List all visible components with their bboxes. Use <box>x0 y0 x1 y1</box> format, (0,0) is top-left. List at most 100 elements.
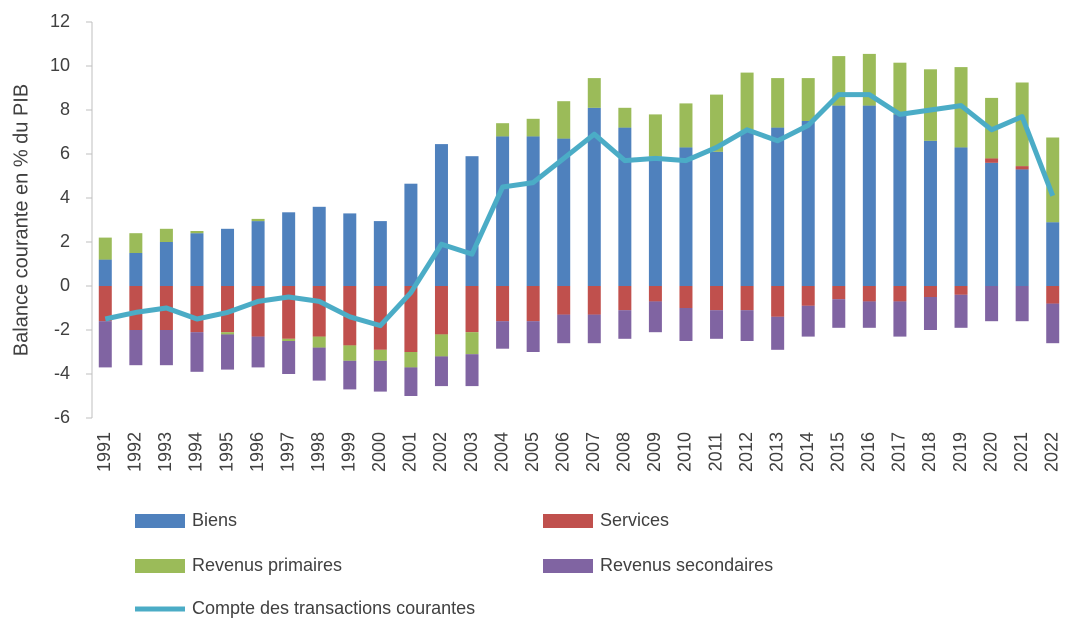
bar-segment <box>832 105 846 286</box>
bar-segment <box>679 103 693 148</box>
bar-segment <box>618 310 632 339</box>
bar-segment <box>862 105 876 286</box>
bar-segment <box>557 286 571 315</box>
bar-segment <box>129 233 143 253</box>
bar-segment <box>404 352 418 368</box>
legend-label: Compte des transactions courantes <box>192 598 475 618</box>
x-tick-label: 2002 <box>430 432 450 472</box>
legend-swatch <box>543 559 593 573</box>
bar-segment <box>893 286 907 302</box>
bar-segment <box>343 345 357 361</box>
y-tick-label: 8 <box>60 99 70 119</box>
bar-segment <box>832 286 846 300</box>
x-tick-label: 1996 <box>247 432 267 472</box>
x-tick-label: 2001 <box>400 432 420 472</box>
bar-segment <box>710 310 724 339</box>
bar-segment <box>343 213 357 286</box>
bar-segment <box>557 101 571 139</box>
bar-segment <box>587 78 601 108</box>
x-tick-label: 2018 <box>919 432 939 472</box>
x-tick-label: 2009 <box>644 432 664 472</box>
bar-segment <box>587 107 601 286</box>
legend-label: Biens <box>192 510 237 530</box>
bar-segment <box>1015 166 1029 170</box>
y-tick-label: 0 <box>60 275 70 295</box>
bar-segment <box>465 286 479 333</box>
x-tick-label: 1991 <box>94 432 114 472</box>
bar-segment <box>710 94 724 152</box>
x-tick-label: 2019 <box>950 432 970 472</box>
x-tick-label: 1992 <box>125 432 145 472</box>
bar-segment <box>251 218 265 222</box>
x-tick-label: 2000 <box>369 432 389 472</box>
bar-segment <box>1046 303 1060 344</box>
bar-segment <box>190 332 204 372</box>
bar-segment <box>954 286 968 295</box>
bar-segment <box>190 231 204 234</box>
bar-segment <box>251 221 265 286</box>
x-tick-label: 2010 <box>675 432 695 472</box>
bar-segment <box>1046 137 1060 223</box>
bar-segment <box>251 286 265 337</box>
bar-segment <box>801 286 815 306</box>
x-tick-label: 2022 <box>1041 432 1061 472</box>
bar-segment <box>1015 286 1029 322</box>
legend-label: Revenus secondaires <box>600 555 773 575</box>
bar-segment <box>526 118 540 137</box>
bar-segment <box>923 286 937 297</box>
bar-segment <box>496 123 510 137</box>
bar-segment <box>893 114 907 287</box>
bar-segment <box>129 286 143 330</box>
bar-segment <box>98 286 112 322</box>
bar-segment <box>832 299 846 328</box>
bar-segment <box>221 286 235 333</box>
x-tick-label: 2012 <box>736 432 756 472</box>
bar-segment <box>985 162 999 286</box>
bar-segment <box>190 233 204 286</box>
bar-segment <box>862 286 876 302</box>
bar-segment <box>954 147 968 286</box>
y-tick-label: 2 <box>60 231 70 251</box>
legend-label: Services <box>600 510 669 530</box>
x-tick-label: 2014 <box>797 432 817 472</box>
bar-segment <box>404 183 418 286</box>
bar-segment <box>404 286 418 352</box>
bar-segment <box>465 156 479 286</box>
x-tick-label: 1993 <box>155 432 175 472</box>
bar-segment <box>282 341 296 374</box>
bar-segment <box>740 132 754 286</box>
x-tick-label: 2007 <box>583 432 603 472</box>
bar-segment <box>923 297 937 330</box>
bar-segment <box>190 286 204 333</box>
bar-segment <box>129 330 143 366</box>
bar-segment <box>893 62 907 115</box>
bar-segment <box>496 136 510 286</box>
bar-segment <box>740 286 754 311</box>
bar-segment <box>801 305 815 337</box>
bar-segment <box>648 286 662 302</box>
bar-segment <box>312 286 326 337</box>
bar-segment <box>771 286 785 317</box>
bar-segment <box>862 301 876 328</box>
bar-segment <box>434 356 448 387</box>
bar-segment <box>923 140 937 286</box>
bar-segment <box>1046 222 1060 286</box>
bar-segment <box>985 158 999 163</box>
bar-segment <box>923 69 937 141</box>
y-tick-label: -6 <box>54 407 70 427</box>
bar-segment <box>771 78 785 128</box>
bar-segment <box>343 360 357 390</box>
bar-segment <box>404 367 418 396</box>
x-tick-label: 2017 <box>889 432 909 472</box>
bar-segment <box>1015 169 1029 286</box>
bar-segment <box>434 286 448 335</box>
y-tick-label: 6 <box>60 143 70 163</box>
bar-segment <box>618 107 632 128</box>
bar-segment <box>710 151 724 286</box>
bar-segment <box>98 321 112 368</box>
bar-segment <box>771 127 785 286</box>
bar-segment <box>159 228 173 242</box>
bar-segment <box>679 308 693 341</box>
bar-segment <box>771 316 785 350</box>
bar-segment <box>618 286 632 311</box>
